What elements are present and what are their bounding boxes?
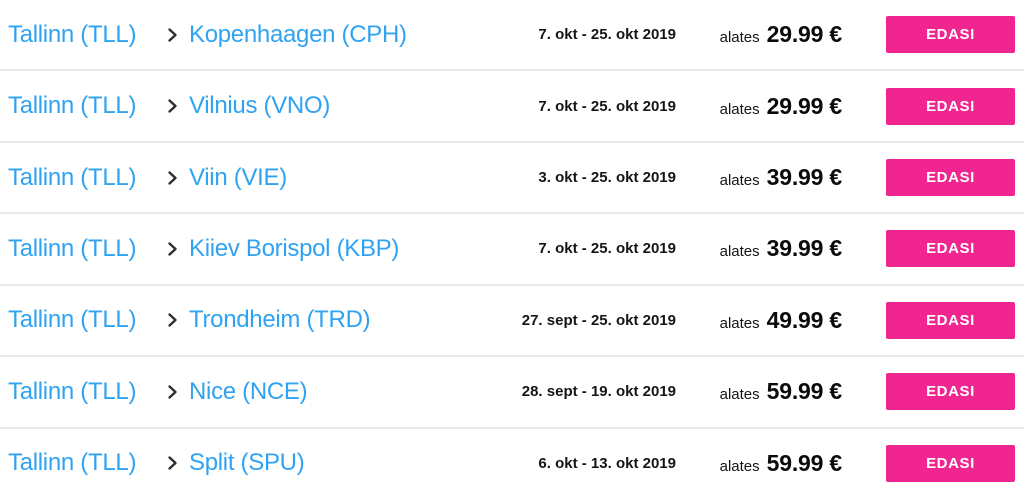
price-prefix-label: alates bbox=[719, 314, 760, 332]
price-prefix-label: alates bbox=[719, 100, 760, 118]
route-origin-link[interactable]: Tallinn (TLL) bbox=[8, 92, 137, 120]
price-amount: 39.99 € bbox=[766, 235, 843, 262]
deal-row: Tallinn (TLL) Viin (VIE) 3. okt - 25. ok… bbox=[0, 142, 1024, 215]
travel-dates: 3. okt - 25. okt 2019 bbox=[538, 169, 676, 187]
route-origin-link[interactable]: Tallinn (TLL) bbox=[8, 163, 137, 191]
edasi-button[interactable]: EDASI bbox=[886, 230, 1015, 268]
travel-dates: 6. okt - 13. okt 2019 bbox=[538, 454, 676, 472]
deal-row: Tallinn (TLL) Split (SPU) 6. okt - 13. o… bbox=[0, 428, 1024, 498]
deal-row: Tallinn (TLL) Vilnius (VNO) 7. okt - 25.… bbox=[0, 71, 1024, 143]
price-amount: 49.99 € bbox=[766, 306, 843, 333]
route-origin-link[interactable]: Tallinn (TLL) bbox=[8, 234, 137, 262]
price-amount: 29.99 € bbox=[766, 21, 843, 48]
route: Tallinn (TLL) Nice (NCE) bbox=[8, 378, 486, 406]
chevron-right-icon bbox=[156, 455, 189, 471]
route-destination-link[interactable]: Vilnius (VNO) bbox=[189, 92, 331, 120]
edasi-button[interactable]: EDASI bbox=[886, 87, 1015, 125]
price-amount: 29.99 € bbox=[766, 92, 843, 119]
route-destination-link[interactable]: Nice (NCE) bbox=[189, 377, 308, 405]
travel-dates: 7. okt - 25. okt 2019 bbox=[538, 26, 676, 44]
route-destination-link[interactable]: Viin (VIE) bbox=[189, 163, 287, 191]
route-origin-link[interactable]: Tallinn (TLL) bbox=[8, 20, 137, 48]
route-destination-link[interactable]: Trondheim (TRD) bbox=[189, 306, 371, 334]
edasi-button[interactable]: EDASI bbox=[886, 373, 1015, 411]
travel-dates: 27. sept - 25. okt 2019 bbox=[521, 311, 676, 329]
route-origin-link[interactable]: Tallinn (TLL) bbox=[8, 306, 137, 334]
route-destination-link[interactable]: Kopenhaagen (CPH) bbox=[189, 20, 407, 48]
price-prefix-label: alates bbox=[719, 386, 760, 404]
price: alates 59.99 € bbox=[676, 378, 843, 405]
chevron-right-icon bbox=[156, 27, 189, 43]
price: alates 29.99 € bbox=[676, 92, 843, 120]
chevron-right-icon bbox=[156, 98, 189, 114]
travel-dates: 28. sept - 19. okt 2019 bbox=[521, 383, 676, 401]
edasi-button[interactable]: EDASI bbox=[886, 444, 1015, 482]
price-prefix-label: alates bbox=[719, 243, 760, 261]
deal-row: Tallinn (TLL) Kopenhaagen (CPH) 7. okt -… bbox=[0, 0, 1024, 72]
route: Tallinn (TLL) Vilnius (VNO) bbox=[8, 92, 486, 120]
chevron-right-icon bbox=[156, 312, 189, 328]
price-prefix-label: alates bbox=[719, 172, 760, 190]
edasi-button[interactable]: EDASI bbox=[886, 301, 1015, 339]
travel-dates: 7. okt - 25. okt 2019 bbox=[538, 97, 676, 115]
route-destination-link[interactable]: Split (SPU) bbox=[189, 449, 305, 477]
price: alates 29.99 € bbox=[676, 21, 843, 48]
deal-row: Tallinn (TLL) Trondheim (TRD) 27. sept -… bbox=[0, 285, 1024, 358]
route-origin-link[interactable]: Tallinn (TLL) bbox=[8, 377, 137, 405]
route-origin-link[interactable]: Tallinn (TLL) bbox=[8, 449, 137, 477]
price-amount: 59.99 € bbox=[766, 449, 843, 476]
travel-dates: 7. okt - 25. okt 2019 bbox=[538, 240, 676, 258]
chevron-right-icon bbox=[156, 170, 189, 186]
price: alates 59.99 € bbox=[676, 449, 843, 477]
price: alates 39.99 € bbox=[676, 235, 843, 262]
route: Tallinn (TLL) Kopenhaagen (CPH) bbox=[8, 21, 486, 49]
route: Tallinn (TLL) Kiiev Borispol (KBP) bbox=[8, 235, 486, 263]
chevron-right-icon bbox=[156, 241, 189, 257]
edasi-button[interactable]: EDASI bbox=[886, 16, 1015, 54]
price: alates 49.99 € bbox=[676, 306, 843, 334]
price-prefix-label: alates bbox=[719, 29, 760, 47]
route: Tallinn (TLL) Split (SPU) bbox=[8, 449, 486, 477]
route-destination-link[interactable]: Kiiev Borispol (KBP) bbox=[189, 234, 400, 262]
price-prefix-label: alates bbox=[719, 457, 760, 475]
price-amount: 59.99 € bbox=[766, 378, 843, 405]
edasi-button[interactable]: EDASI bbox=[886, 159, 1015, 197]
price: alates 39.99 € bbox=[676, 164, 843, 191]
chevron-right-icon bbox=[156, 384, 189, 400]
price-amount: 39.99 € bbox=[766, 164, 843, 191]
deal-row: Tallinn (TLL) Nice (NCE) 28. sept - 19. … bbox=[0, 357, 1024, 429]
route: Tallinn (TLL) Trondheim (TRD) bbox=[8, 306, 486, 334]
deal-row: Tallinn (TLL) Kiiev Borispol (KBP) 7. ok… bbox=[0, 214, 1024, 286]
route: Tallinn (TLL) Viin (VIE) bbox=[8, 164, 486, 192]
